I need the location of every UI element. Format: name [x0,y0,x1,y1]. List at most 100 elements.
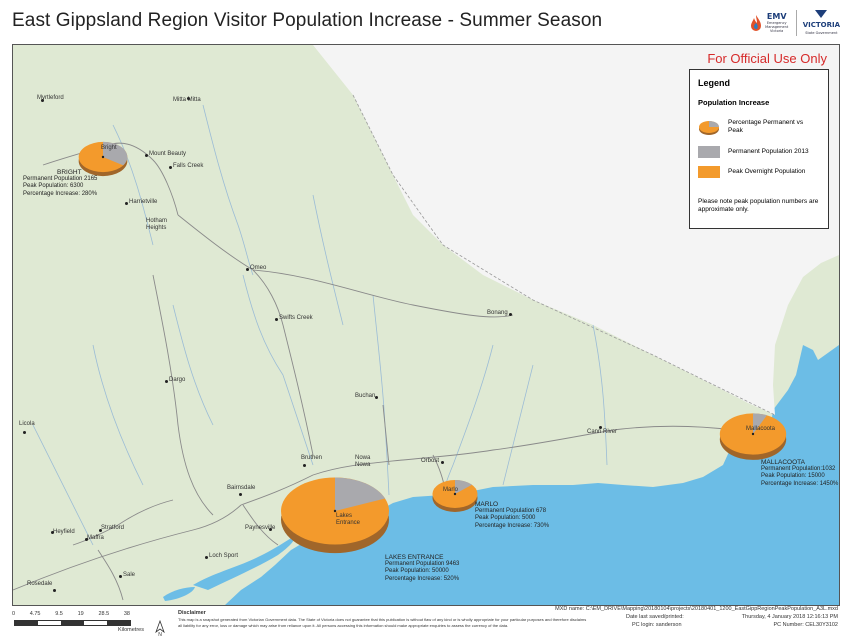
map-title: East Gippsland Region Visitor Population… [12,10,603,31]
place-loch-sport: Loch Sport [209,553,239,559]
date-label: Date last saved/printed: [626,614,684,620]
town-dot [303,464,306,467]
victoria-logo: VICTORIA State Government [803,9,840,37]
town-dot [23,431,26,434]
scale-tick: 28.5 [98,611,110,617]
triangle-icon [815,10,828,18]
scale-tick: 0 [12,611,16,617]
town-dot [441,461,444,464]
place-cann-river: Cann River [587,429,618,435]
place-stratford: Stratford [101,525,125,531]
scale-unit: Kilometres [118,627,144,633]
town-dot [51,531,54,534]
town-dot [125,202,128,205]
legend-title: Legend [698,78,731,88]
info-line: Peak Population: 15000 [761,473,825,480]
town-dot [169,166,172,169]
emv-logo: EMV Emergency Management Victoria [750,13,790,33]
map[interactable]: For Official Use Only Legend Population … [12,44,840,606]
place-rosedale: Rosedale [27,581,53,587]
legend-label-pie: Percentage Permanent vs Peak [728,119,804,134]
info-marlo: MARLO Permanent Population 678 Peak Popu… [475,501,549,530]
town-dot [269,528,272,531]
pie-label-bright: Bright [101,145,117,151]
pie-center-dot [453,492,457,496]
place-omeo: Omeo [250,265,267,271]
info-bright-name: BRIGHT [57,169,82,176]
pie-lakes-entrance [281,477,389,554]
pie-permanent-slice [103,141,128,166]
pc-number: PC Number: CEL30Y3102 [773,622,838,628]
info-lakes-entrance: LAKES ENTRANCE Permanent Population 9463… [385,554,459,583]
state-border [352,94,776,416]
info-line: Peak Population: 6300 [23,183,84,190]
population-pies [78,141,787,554]
info-bright: BRIGHT Permanent Population 2165 Peak Po… [23,169,97,198]
scale-tick: 4.75 [29,611,41,617]
victoria-logo-text: VICTORIA [802,21,840,29]
place-harrietville: Harrietville [129,199,158,205]
info-line: Permanent Population:1032 [761,466,836,473]
place-nowa-nowa: Nowa Nowa [355,455,371,468]
town-dot [375,396,378,399]
legend-item-permanent: Permanent Population 2013 [698,146,809,158]
place-swifts-creek: Swifts Creek [279,315,313,321]
emv-logo-text: EMV [766,12,787,21]
north-arrow-icon: N [155,620,165,636]
info-mallacoota-name: MALLACOOTA [761,459,805,466]
place-orbost: Orbost [421,458,440,464]
pie-permanent-slice [455,480,472,494]
legend: Legend Population Increase Percentage Pe… [689,69,829,229]
place-falls-creek: Falls Creek [173,163,204,169]
town-dot [246,268,249,271]
pie-center-dot [751,432,755,436]
pie-mallacoota [719,413,787,460]
gippsland-lakes [193,537,295,590]
rivers [32,104,608,546]
scale-bar-graphic [14,620,131,626]
footer: 0 4.75 9.5 19 28.5 38 Kilometres N Discl… [0,606,850,643]
place-mount-beauty: Mount Beauty [149,151,187,157]
place-myrtleford: Myrtleford [37,95,64,101]
pie-center-dot [101,155,105,159]
scale-tick: 38 [123,611,130,617]
info-line: Peak Population: 50000 [385,568,449,575]
legend-item-peak: Peak Overnight Population [698,166,805,178]
info-line: Permanent Population 2165 [23,176,98,183]
town-dot [119,575,122,578]
title-bar: East Gippsland Region Visitor Population… [0,0,850,44]
info-line: Percentage Increase: 280% [23,190,98,197]
place-hotham-heights: Hotham Heights [146,218,168,231]
place-bonang: Bonang [487,310,508,316]
scale-tick: 9.5 [55,611,63,617]
scale-bar: 0 4.75 9.5 19 28.5 38 Kilometres [0,606,150,643]
info-line: Percentage Increase: 730% [475,522,550,529]
town-dot [187,97,190,100]
pie-marlo [432,480,478,512]
place-paynesville: Paynesville [245,525,276,531]
info-line: Permanent Population 9463 [385,561,460,568]
town-dot [53,589,56,592]
place-dargo: Dargo [169,377,186,383]
scale-tick: 19 [77,611,84,617]
info-line: Percentage Increase: 1450% [761,480,839,487]
info-marlo-name: MARLO [475,501,499,508]
place-buchan: Buchan [355,393,376,399]
peak-swatch [698,166,720,178]
town-dot [85,538,88,541]
legend-label-permanent: Permanent Population 2013 [728,148,809,155]
pie-permanent-slice [753,413,767,434]
legend-subtitle: Population Increase [698,98,770,107]
place-bairnsdale: Bairnsdale [227,485,256,491]
pc-login: PC login: sanderson [632,622,682,628]
town-dot [205,556,208,559]
lake-wellington [163,587,195,601]
info-line: Permanent Population 678 [475,508,547,515]
place-bruthen: Bruthen [301,455,323,461]
town-dot [275,318,278,321]
pie-center-dot [333,509,337,513]
logos: EMV Emergency Management Victoria VICTOR… [750,6,840,40]
disclaimer-title: Disclaimer [178,610,206,616]
town-dot [509,313,512,316]
town-dot [599,426,602,429]
